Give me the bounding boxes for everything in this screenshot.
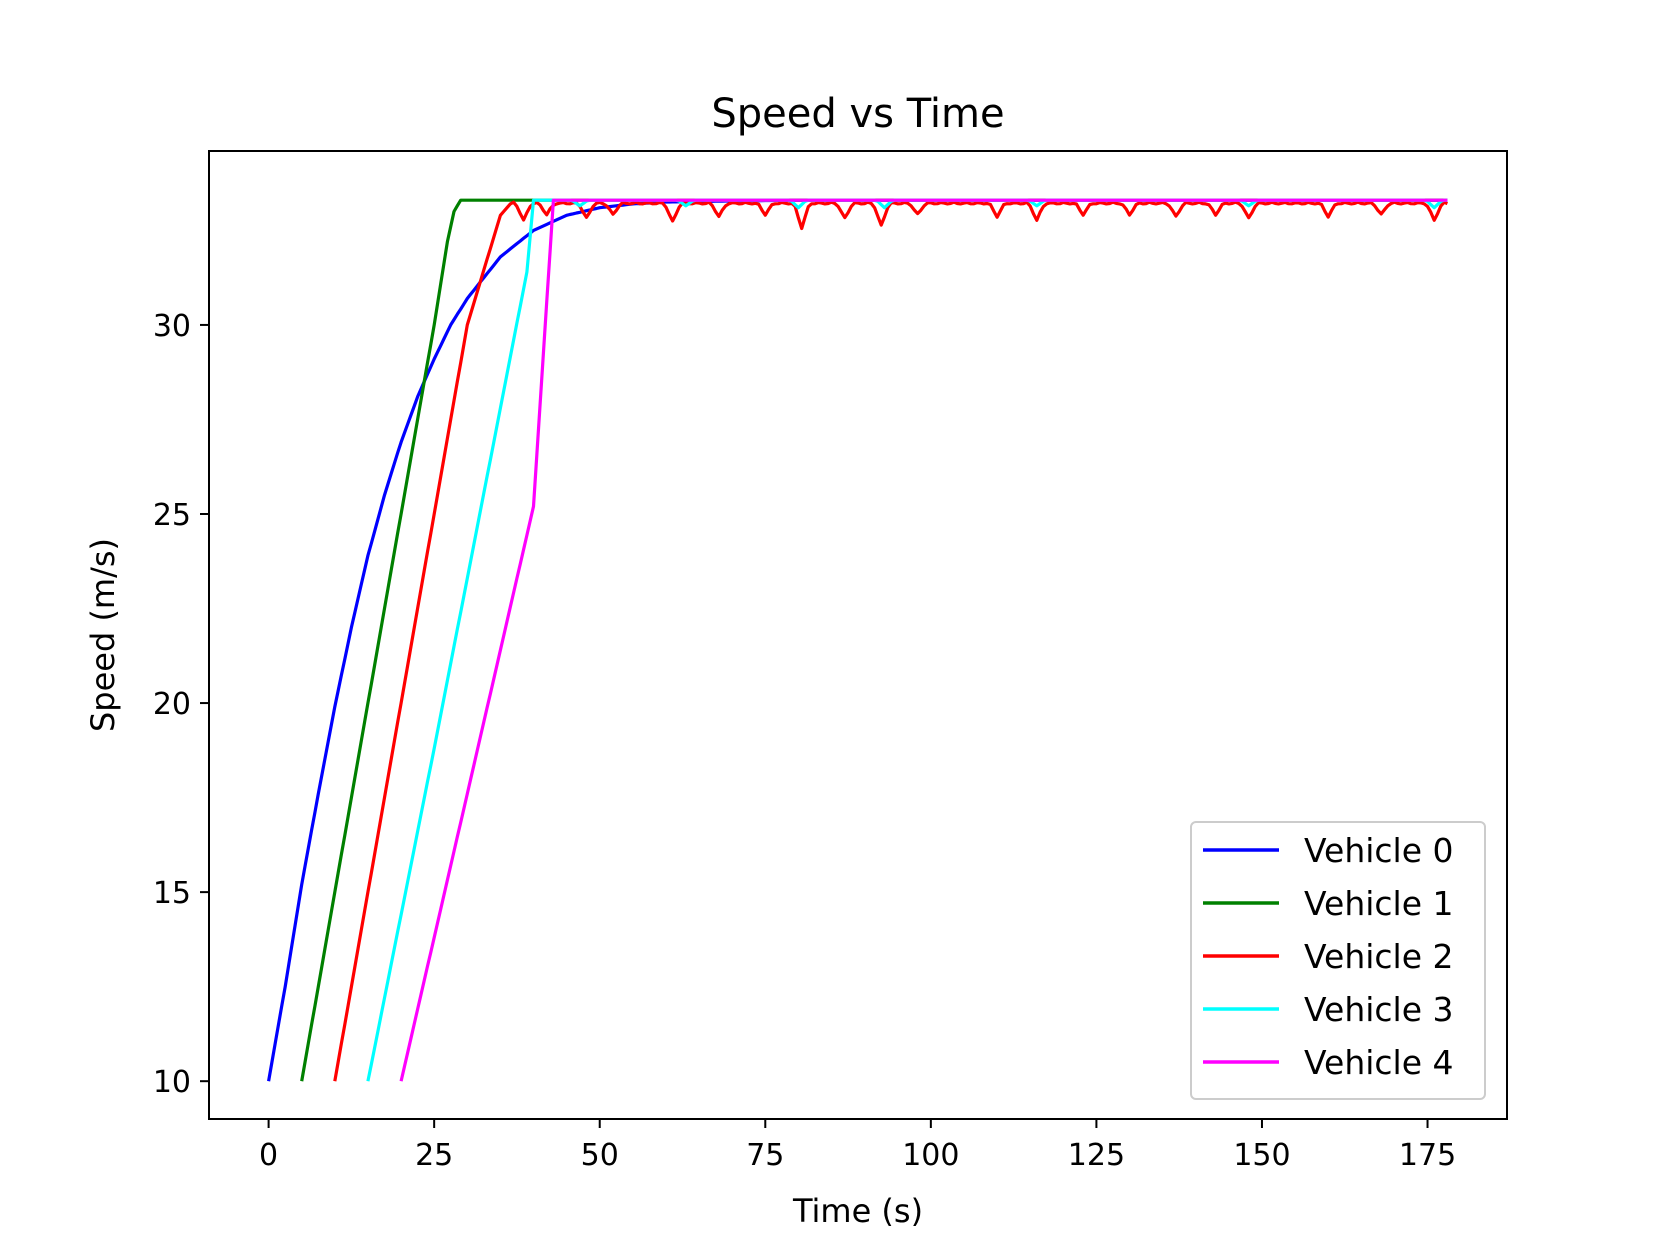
y-axis-label: Speed (m/s) (84, 538, 122, 732)
x-tick-label: 75 (746, 1138, 784, 1173)
legend-label: Vehicle 3 (1304, 990, 1454, 1029)
y-tick-label: 30 (153, 309, 191, 344)
legend-label: Vehicle 0 (1304, 831, 1454, 870)
legend-label: Vehicle 4 (1304, 1043, 1454, 1082)
x-axis: 0 25 50 75 100 125 150 175 (259, 1119, 1456, 1173)
y-axis: 10 15 20 25 30 (153, 309, 209, 1100)
y-tick-label: 20 (153, 687, 191, 722)
series-layer (267, 198, 1448, 1082)
series-line-vehicle-4 (399, 198, 1448, 1082)
plot-area (208, 150, 1508, 1120)
x-tick-label: 25 (415, 1138, 453, 1173)
x-axis-label: Time (s) (792, 1192, 923, 1230)
y-tick-label: 25 (153, 498, 191, 533)
x-tick-label: 100 (902, 1138, 959, 1173)
chart-title: Speed vs Time (711, 91, 1004, 137)
x-tick-label: 175 (1399, 1138, 1456, 1173)
legend-label: Vehicle 1 (1304, 884, 1454, 923)
legend-box (1190, 821, 1486, 1100)
x-tick-label: 50 (581, 1138, 619, 1173)
legend-label: Vehicle 2 (1304, 937, 1454, 976)
x-tick-label: 0 (259, 1138, 278, 1173)
legend: Vehicle 0 Vehicle 1 Vehicle 2 Vehicle 3 Vehi… (1190, 821, 1486, 1100)
x-tick-label: 150 (1233, 1138, 1290, 1173)
y-tick-label: 10 (153, 1065, 191, 1100)
x-tick-label: 125 (1068, 1138, 1125, 1173)
plot-frame (208, 150, 1508, 1120)
y-tick-label: 15 (153, 876, 191, 911)
